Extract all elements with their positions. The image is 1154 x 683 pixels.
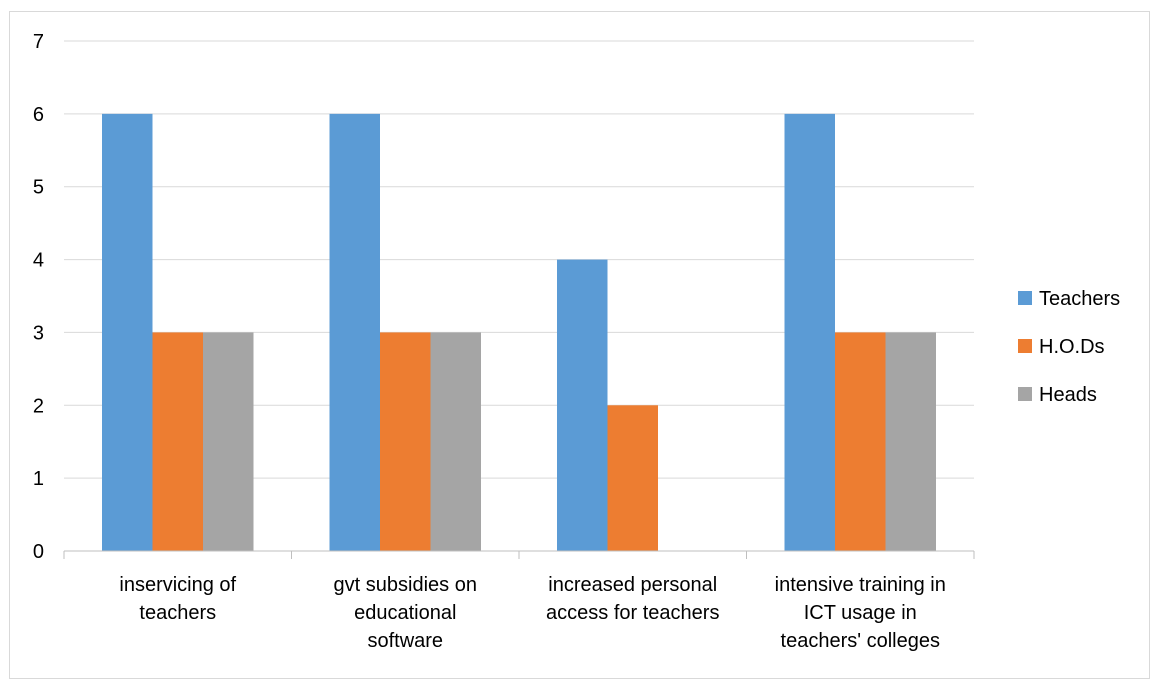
- bar: [152, 332, 203, 551]
- y-tick-label: 1: [33, 468, 44, 490]
- x-category-label-line: access for teachers: [546, 602, 719, 624]
- x-category-label-line: teachers' colleges: [781, 630, 940, 652]
- x-category-label-line: intensive training in: [775, 574, 946, 596]
- y-tick-label: 5: [33, 177, 44, 199]
- x-category-label: intensive training in ICT usage in teacher…: [775, 574, 946, 652]
- x-category-label-line: educational: [354, 602, 456, 624]
- x-category-label-line: increased personal: [548, 574, 717, 596]
- bar: [380, 332, 431, 551]
- x-category-label: increased personal access for teachers: [546, 574, 719, 624]
- legend-label: Heads: [1039, 384, 1097, 406]
- y-tick-label: 3: [33, 322, 44, 344]
- bar: [885, 332, 936, 551]
- legend-swatch: [1018, 339, 1032, 353]
- x-category-label: inservicing of teachers: [119, 574, 236, 624]
- y-tick-label: 7: [33, 31, 44, 53]
- legend-label: Teachers: [1039, 288, 1120, 310]
- bar: [430, 332, 481, 551]
- x-category-label-line: inservicing of: [119, 574, 236, 596]
- bar: [329, 113, 380, 551]
- y-tick-label: 4: [33, 250, 44, 272]
- bar: [102, 113, 153, 551]
- legend-label: H.O.Ds: [1039, 336, 1105, 358]
- bar: [557, 259, 608, 551]
- bar: [835, 332, 886, 551]
- x-category-label-line: ICT usage in: [804, 602, 917, 624]
- legend-swatch: [1018, 291, 1032, 305]
- x-category-label-line: software: [367, 630, 443, 652]
- x-category-label-line: gvt subsidies on: [334, 574, 477, 596]
- y-tick-label: 0: [33, 541, 44, 563]
- bar: [784, 113, 835, 551]
- axes: 0 1 2 3 4 5 6 7 inservicing of teachers gvt subsid…: [33, 31, 975, 652]
- legend-swatch: [1018, 387, 1032, 401]
- y-tick-label: 2: [33, 395, 44, 417]
- bar: [607, 405, 658, 551]
- x-category-label-line: teachers: [139, 602, 216, 624]
- y-tick-label: 6: [33, 104, 44, 126]
- bar: [203, 332, 254, 551]
- legend: Teachers H.O.Ds Heads: [1018, 288, 1120, 406]
- bars: [102, 113, 936, 551]
- x-category-label: gvt subsidies on educational software: [334, 574, 477, 652]
